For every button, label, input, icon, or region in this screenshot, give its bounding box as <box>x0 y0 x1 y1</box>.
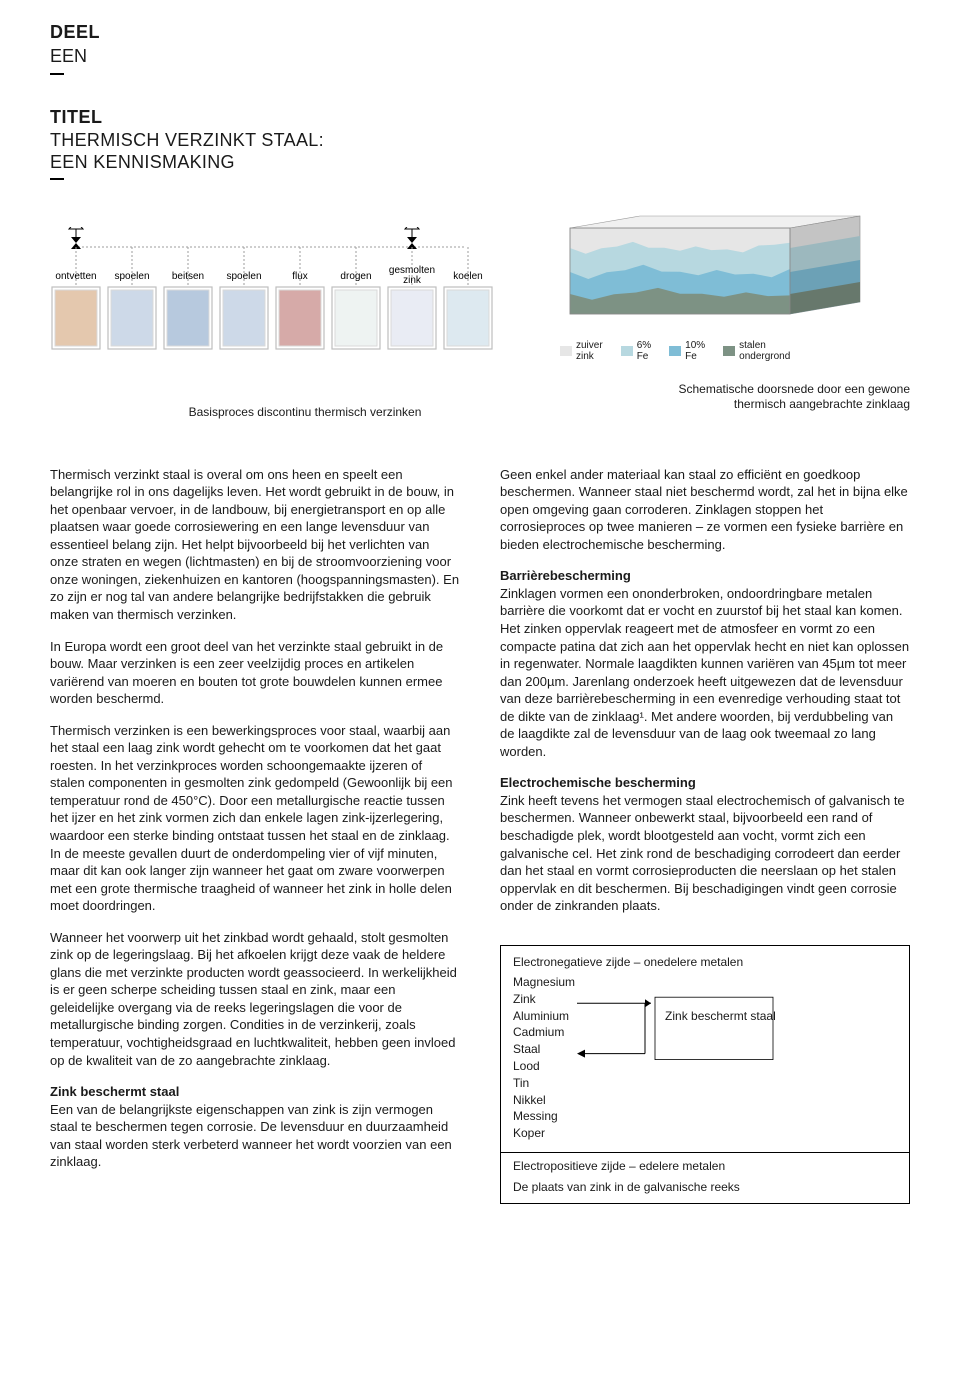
galvanic-foot-1: Electropositieve zijde – edelere metalen <box>501 1152 909 1174</box>
para: Zink beschermt staal Een van de belangri… <box>50 1083 460 1171</box>
subhead: Barrièrebescherming <box>500 568 631 583</box>
metal-item: Koper <box>513 1125 575 1142</box>
svg-text:ontvetten: ontvetten <box>55 271 96 282</box>
para-text: Een van de belangrijkste eigenschappen v… <box>50 1102 452 1170</box>
subhead: Zink beschermt staal <box>50 1084 179 1099</box>
column-left: Thermisch verzinkt staal is overal om on… <box>50 466 460 1205</box>
page-title-line1: THERMISCH VERZINKT STAAL: <box>50 129 910 152</box>
process-caption: Basisproces discontinu thermisch verzink… <box>50 374 560 420</box>
para: Thermisch verzinken is een bewerkingspro… <box>50 722 460 915</box>
page-title-line2: EEN KENNISMAKING <box>50 151 910 174</box>
para: Wanneer het voorwerp uit het zinkbad wor… <box>50 929 460 1069</box>
svg-text:beitsen: beitsen <box>172 271 204 282</box>
legend-item: zuiverzink <box>560 340 603 362</box>
subhead: Electrochemische bescherming <box>500 775 696 790</box>
legend-item: 6%Fe <box>621 340 651 362</box>
svg-text:koelen: koelen <box>453 271 482 282</box>
metal-item: Cadmium <box>513 1024 575 1041</box>
metal-item: Magnesium <box>513 974 575 991</box>
svg-text:flux: flux <box>292 271 308 282</box>
legend-label: 10%Fe <box>685 340 705 362</box>
cs-caption-l1: Schematische doorsnede door een gewone <box>679 382 911 396</box>
svg-text:spoelen: spoelen <box>114 271 149 282</box>
zinc-protects-label: Zink beschermt staal <box>665 1008 776 1024</box>
metal-item: Staal <box>513 1041 575 1058</box>
metal-item: Messing <box>513 1108 575 1125</box>
legend-swatch <box>560 346 572 356</box>
metal-list: MagnesiumZinkAluminiumCadmiumStaalLoodTi… <box>513 974 575 1142</box>
legend-label: zuiverzink <box>576 340 603 362</box>
divider <box>50 73 64 75</box>
svg-text:spoelen: spoelen <box>226 271 261 282</box>
galvanic-series-box: Electronegatieve zijde – onedelere metal… <box>500 945 910 1205</box>
cs-caption-l2: thermisch aangebrachte zinklaag <box>734 397 910 411</box>
metal-item: Nikkel <box>513 1092 575 1109</box>
column-right: Geen enkel ander materiaal kan staal zo … <box>500 466 910 1205</box>
legend-swatch <box>723 346 735 356</box>
para-text: Zink heeft tevens het vermogen staal ele… <box>500 793 905 913</box>
metal-item: Lood <box>513 1058 575 1075</box>
legend-swatch <box>621 346 633 356</box>
part-number: EEN <box>50 44 910 68</box>
process-diagram: ontvetten spoelen beitsen spoelen flux drogen… <box>50 227 520 362</box>
metal-item: Aluminium <box>513 1008 575 1025</box>
cross-section-diagram: zuiverzink 6%Fe 10%Fe stalenondergrond <box>560 210 910 363</box>
para-text: Zinklagen vormen een ononderbroken, ondo… <box>500 586 909 759</box>
legend-label: stalenondergrond <box>739 340 790 362</box>
title-label: TITEL <box>50 105 910 129</box>
legend-item: stalenondergrond <box>723 340 790 362</box>
galvanic-foot-2: De plaats van zink in de galvanische ree… <box>501 1174 909 1195</box>
para: Barrièrebescherming Zinklagen vormen een… <box>500 567 910 760</box>
svg-text:drogen: drogen <box>340 271 371 282</box>
galvanic-title: Electronegatieve zijde – onedelere metal… <box>513 954 897 970</box>
part-label: DEEL <box>50 20 910 44</box>
legend-item: 10%Fe <box>669 340 705 362</box>
para: In Europa wordt een groot deel van het v… <box>50 638 460 708</box>
legend-swatch <box>669 346 681 356</box>
divider <box>50 178 64 180</box>
para: Thermisch verzinkt staal is overal om on… <box>50 466 460 624</box>
para: Geen enkel ander materiaal kan staal zo … <box>500 466 910 554</box>
cross-section-caption: Schematische doorsnede door een gewone t… <box>560 374 910 420</box>
svg-text:zink: zink <box>403 275 422 286</box>
legend-label: 6%Fe <box>637 340 651 362</box>
metal-item: Tin <box>513 1075 575 1092</box>
para: Electrochemische bescherming Zink heeft … <box>500 774 910 914</box>
metal-item: Zink <box>513 991 575 1008</box>
